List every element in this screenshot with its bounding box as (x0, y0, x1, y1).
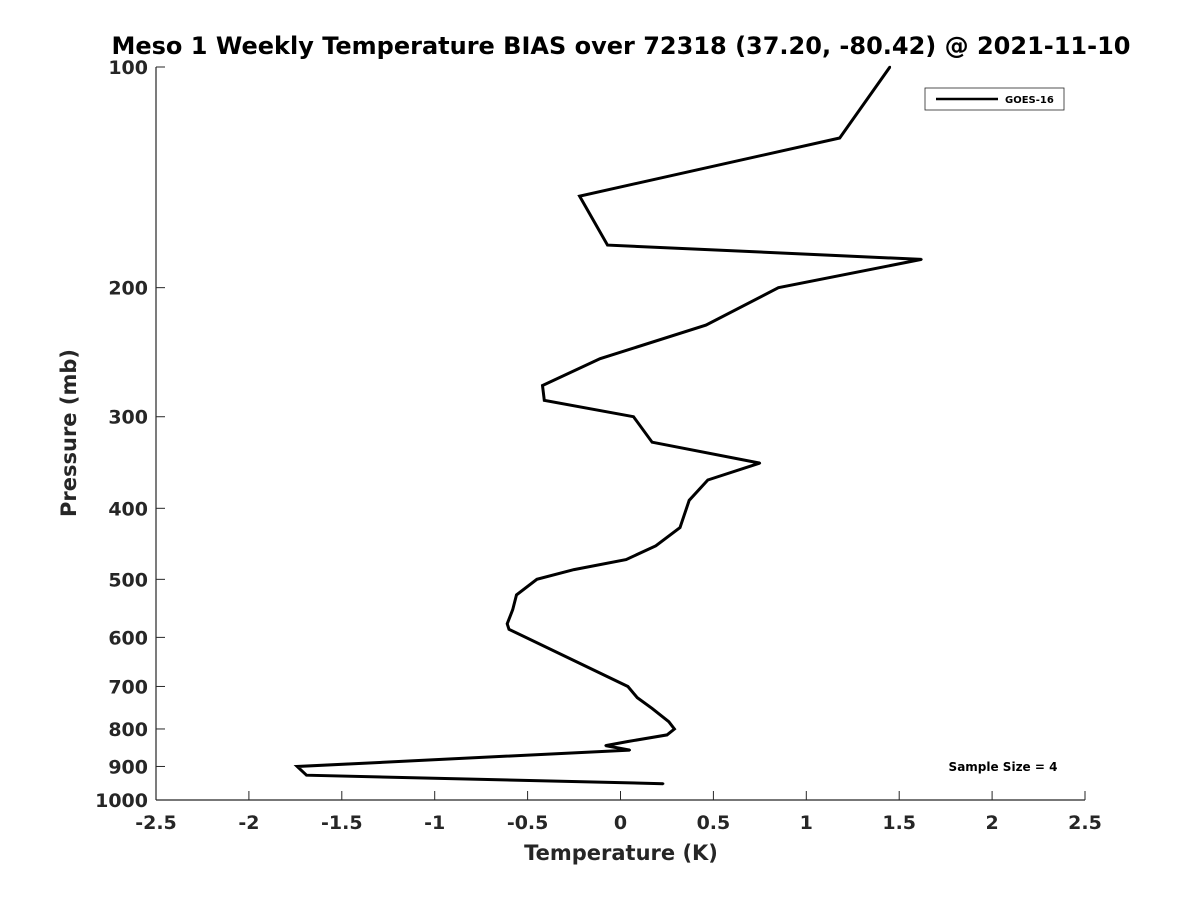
data-point (506, 622, 509, 625)
data-point (704, 323, 708, 327)
y-tick-label: 600 (108, 627, 148, 649)
x-tick-label: -1.5 (321, 812, 363, 834)
x-tick-label: 1.5 (882, 812, 916, 834)
data-point (706, 478, 709, 482)
y-tick-label: 800 (108, 719, 148, 741)
data-point (667, 720, 670, 723)
y-tick-label: 100 (108, 57, 148, 79)
data-point (636, 696, 639, 699)
series-layer (293, 65, 923, 786)
y-axis-ticks: 100 200 300 400 500 600 700 800 900 1000 (95, 57, 165, 812)
data-point (665, 733, 669, 737)
x-tick-label: 1 (800, 812, 813, 834)
data-point (654, 544, 657, 547)
data-point (650, 441, 654, 444)
data-point (606, 243, 609, 247)
chart-title: Meso 1 Weekly Temperature BIAS over 7231… (111, 32, 1130, 60)
data-point (920, 258, 923, 261)
x-tick-label: 2.5 (1068, 812, 1102, 834)
sample-size-annotation: Sample Size = 4 (949, 760, 1058, 774)
data-point (673, 727, 676, 731)
data-point (535, 578, 539, 581)
data-point (624, 558, 628, 561)
data-point (628, 748, 631, 752)
data-point (598, 357, 602, 360)
x-axis-ticks: -2.5 -2 -1.5 -1 -0.5 0 0.5 1 1.5 2 2.5 (135, 791, 1102, 834)
data-point (662, 782, 665, 785)
y-tick-label: 700 (108, 676, 148, 698)
data-point (626, 740, 630, 743)
data-point (650, 707, 654, 710)
data-point (604, 744, 607, 747)
x-tick-label: -2.5 (135, 812, 177, 834)
data-point (541, 384, 544, 387)
data-point (507, 628, 511, 631)
y-tick-label: 1000 (95, 790, 148, 812)
x-tick-label: 0 (614, 812, 627, 834)
x-tick-label: -2 (238, 812, 259, 834)
data-point (296, 765, 299, 768)
x-axis-label: Temperature (K) (524, 841, 718, 865)
data-point (305, 774, 308, 777)
data-point (626, 685, 630, 688)
data-point (838, 136, 841, 140)
data-point (888, 65, 892, 69)
data-point (678, 526, 682, 529)
y-tick-label: 900 (108, 756, 148, 778)
data-point (515, 593, 518, 597)
y-tick-label: 400 (108, 498, 148, 520)
y-tick-label: 200 (108, 278, 148, 300)
plot-area (156, 67, 1085, 800)
legend: GOES-16 (924, 87, 1065, 111)
data-point (758, 461, 762, 465)
y-tick-label: 300 (108, 407, 148, 429)
data-point (511, 608, 514, 611)
series-line-goes-16 (293, 66, 922, 786)
data-point (777, 286, 780, 289)
x-tick-label: -1 (424, 812, 445, 834)
x-tick-label: 0.5 (697, 812, 731, 834)
data-point (543, 399, 546, 402)
data-point (632, 415, 635, 418)
data-point (578, 194, 581, 198)
data-point (572, 568, 576, 571)
y-axis-label: Pressure (mb) (57, 349, 81, 517)
x-tick-label: 2 (985, 812, 998, 834)
legend-label-goes-16: GOES-16 (1005, 95, 1054, 106)
x-tick-label: -0.5 (507, 812, 549, 834)
y-tick-label: 500 (108, 569, 148, 591)
data-point (688, 499, 691, 502)
